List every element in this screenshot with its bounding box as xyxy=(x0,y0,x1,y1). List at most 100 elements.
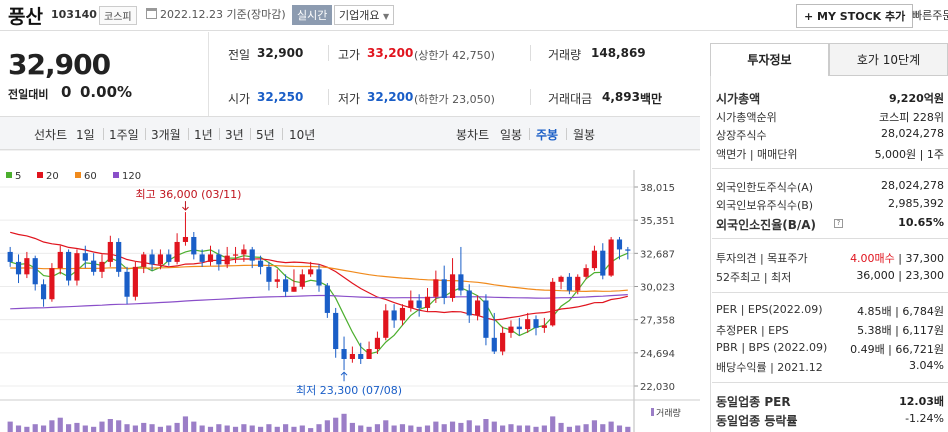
volume-bar xyxy=(474,425,481,432)
candle-body xyxy=(99,261,105,272)
info-row-opinion: 투자의견 | 목표주가 4.00매수 | 37,300 xyxy=(716,252,944,265)
candle-body xyxy=(266,266,272,282)
volume-legend-swatch xyxy=(651,408,654,416)
volume-bar xyxy=(107,419,113,432)
volume-bar xyxy=(257,426,264,432)
candle-body xyxy=(575,276,581,291)
y-tick-label: 24,694 xyxy=(640,349,675,360)
candle-body xyxy=(449,274,456,298)
candle-body xyxy=(424,296,431,308)
tab-order-book[interactable]: 호가 10단계 xyxy=(829,43,948,76)
candle-body xyxy=(207,254,214,262)
volume-bar xyxy=(141,422,147,432)
candle-body xyxy=(408,300,414,308)
volume-bar xyxy=(40,425,47,432)
info-row-foreign-limit: 외국인한도주식수(A) 28,024,278 xyxy=(716,179,944,194)
candle-body xyxy=(132,266,138,297)
volume-bar xyxy=(575,425,581,432)
candle-body xyxy=(241,249,247,255)
tab-investment-info[interactable]: 투자정보 xyxy=(710,43,829,76)
candlestick-chart[interactable]: 5 20 60 120 최고 36,000 (03/11) 최저 23,300 (07/… xyxy=(0,150,700,432)
volume-bar xyxy=(124,424,130,432)
candle-body xyxy=(324,285,330,313)
period-1w[interactable]: 1주일 xyxy=(109,128,139,142)
period-1d[interactable]: 1일 xyxy=(76,128,95,142)
volume-bar xyxy=(283,424,289,432)
volume-bar xyxy=(207,426,214,432)
chart-legend: 5 20 60 120 xyxy=(6,171,141,182)
stock-code: 103140 xyxy=(51,8,97,21)
market-badge: 코스피 xyxy=(99,6,137,25)
volume-bar xyxy=(441,424,447,432)
volume-bar xyxy=(399,424,406,432)
volume-bar xyxy=(583,424,589,432)
candle-body xyxy=(391,310,397,321)
volume-bar xyxy=(349,422,355,432)
period-3y[interactable]: 3년 xyxy=(225,128,244,142)
divider xyxy=(530,45,531,61)
volume-bar xyxy=(274,426,280,432)
help-icon[interactable]: ? xyxy=(834,219,843,228)
volume-bar xyxy=(424,425,431,432)
high-arrow-icon xyxy=(182,201,189,211)
divider xyxy=(712,168,948,169)
candle-body xyxy=(583,268,589,277)
candle-weekly[interactable]: 주봉 xyxy=(536,128,559,142)
volume-bar xyxy=(24,426,30,432)
candle-body xyxy=(458,274,464,291)
legend-label-120: 120 xyxy=(122,171,141,182)
legend-swatch-5 xyxy=(6,172,12,178)
volume-bar xyxy=(7,421,13,432)
candle-body xyxy=(366,349,372,359)
info-row-dividend: 배당수익률 | 2021.12 3.04% xyxy=(716,359,944,374)
candle-monthly[interactable]: 월봉 xyxy=(573,128,596,142)
candle-body xyxy=(182,236,189,242)
y-tick-label: 32,687 xyxy=(640,249,675,260)
volume-bar xyxy=(566,426,572,432)
high-annotation: 최고 36,000 (03/11) xyxy=(135,188,241,201)
volume-bar xyxy=(132,425,138,432)
volume-bar xyxy=(525,425,531,432)
divider xyxy=(712,238,948,239)
add-my-stock-button[interactable]: + MY STOCK 추가 xyxy=(796,4,914,28)
candle-body xyxy=(291,286,297,292)
volume-bar xyxy=(550,416,556,432)
divider xyxy=(566,128,567,140)
candle-body xyxy=(416,300,422,308)
volume-bar xyxy=(600,424,606,432)
divider xyxy=(0,30,948,31)
period-3m[interactable]: 3개월 xyxy=(151,128,181,142)
candle-body xyxy=(174,241,180,262)
period-1y[interactable]: 1년 xyxy=(194,128,213,142)
volume-bar xyxy=(541,425,547,432)
volume-bar xyxy=(308,428,314,432)
candle-daily[interactable]: 일봉 xyxy=(500,128,523,142)
volume-bar xyxy=(366,426,372,432)
volume-bar xyxy=(449,421,456,432)
stock-name: 풍산 xyxy=(8,6,43,28)
period-5y[interactable]: 5년 xyxy=(256,128,275,142)
candle-body xyxy=(7,251,13,262)
volume-bar xyxy=(49,420,55,432)
volume-bar xyxy=(458,422,464,432)
info-row-est-per: 추정PER | EPS 5.38배 | 6,117원 xyxy=(716,324,944,337)
volume-bar xyxy=(533,426,539,432)
legend-swatch-120 xyxy=(113,172,119,178)
ma-line-20 xyxy=(10,231,628,321)
open-label: 시가 xyxy=(228,92,251,106)
info-row-sector-per: 동일업종 PER 12.03배 xyxy=(716,395,944,409)
volume-bar xyxy=(625,426,631,432)
info-row-pbr: PBR | BPS (2022.09) 0.49배 | 66,721원 xyxy=(716,341,944,356)
candle-body xyxy=(257,260,264,267)
quick-order-link[interactable]: 빠른주문 xyxy=(912,9,948,22)
info-row-sector-change: 동일업종 등락률 -1.24% xyxy=(716,412,944,428)
upper-limit: (상한가 42,750) xyxy=(414,49,495,62)
legend-swatch-60 xyxy=(75,172,81,178)
period-10y[interactable]: 10년 xyxy=(289,128,316,142)
candle-body xyxy=(533,319,539,328)
divider xyxy=(250,128,251,140)
info-row-per: PER | EPS(2022.09) 4.85배 | 6,784원 xyxy=(716,303,944,318)
divider xyxy=(145,128,146,140)
company-overview-dropdown[interactable]: 기업개요 ▼ xyxy=(334,5,395,25)
realtime-button[interactable]: 실시간 xyxy=(292,5,333,25)
